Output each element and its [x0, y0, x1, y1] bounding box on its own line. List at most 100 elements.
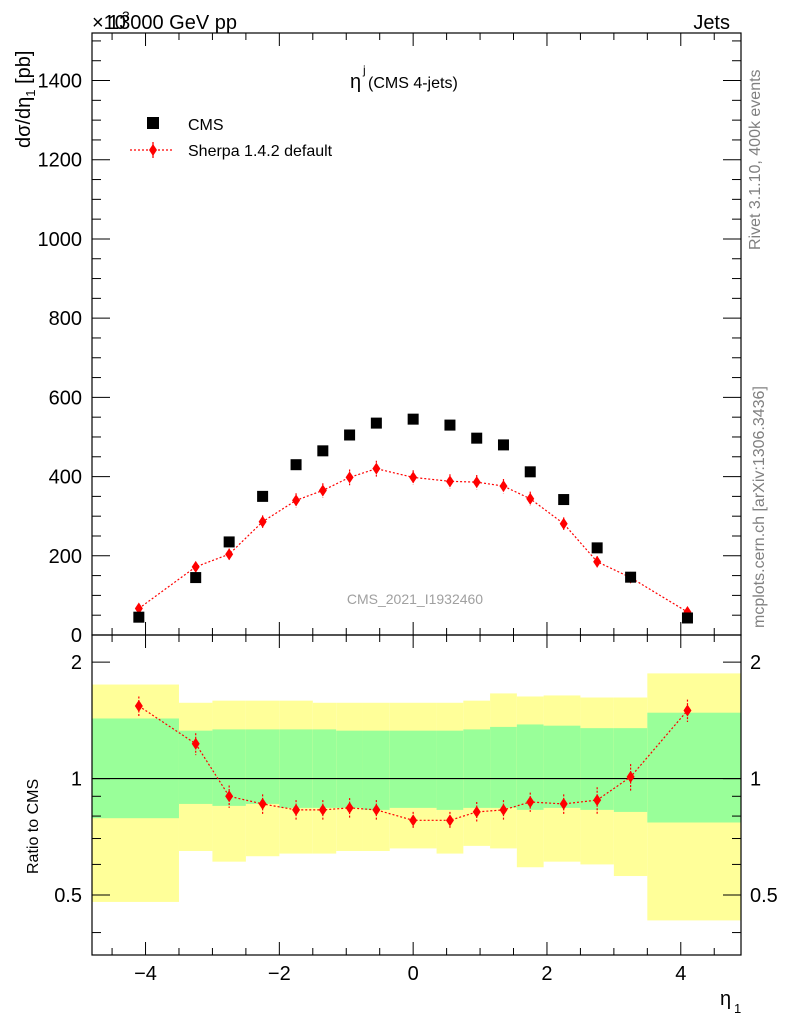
- sherpa-point: [499, 480, 508, 493]
- sherpa-point: [134, 602, 143, 615]
- legend: CMS Sherpa 1.4.2 default: [130, 117, 333, 160]
- ratio-y-tick-label-right: 2: [750, 652, 761, 674]
- ratio-y-tick-label-right: 0.5: [750, 885, 778, 907]
- x-axis-label: η: [720, 988, 731, 1010]
- sherpa-point: [409, 471, 418, 484]
- legend-cms-label: CMS: [188, 117, 224, 134]
- sherpa-point: [445, 475, 454, 488]
- sherpa-point: [372, 462, 381, 475]
- ratio-sherpa-point: [593, 794, 602, 807]
- main-data-layer: [133, 413, 693, 624]
- cms-point: [407, 413, 419, 425]
- ratio-sherpa-point: [445, 814, 454, 827]
- axes-layer: −4 −2 0 2 4 0 200 400 600 800 1000 1200 1400 0.5 0.5 1 1…: [38, 32, 778, 985]
- ratio-y-tick-label-right: 1: [750, 769, 761, 791]
- ratio-sherpa-point: [318, 803, 327, 816]
- ratio-sherpa-point: [134, 700, 143, 713]
- green-band-bin: [312, 729, 337, 808]
- rivet-label: Rivet 3.1.10, 400k events: [747, 69, 764, 250]
- x-tick-label: 2: [541, 963, 552, 985]
- cms-point: [444, 419, 456, 431]
- main-y-tick-label: 400: [49, 467, 82, 489]
- main-y-tick-label: 1400: [38, 71, 83, 93]
- ratio-sherpa-point: [499, 803, 508, 816]
- main-title-rest: (CMS 4-jets): [368, 75, 458, 92]
- main-y-tick-label: 800: [49, 308, 82, 330]
- uncertainty-bands: [92, 673, 741, 921]
- green-band-bin: [362, 730, 390, 810]
- green-band-bin: [336, 730, 363, 808]
- sherpa-point: [559, 517, 568, 530]
- cms-point: [317, 445, 329, 457]
- ratio-sherpa-point: [372, 803, 381, 816]
- analysis-watermark: CMS_2021_I1932460: [347, 591, 483, 607]
- legend-cms-marker: [147, 117, 159, 129]
- green-band-bin: [463, 729, 491, 808]
- ratio-y-tick-label: 1: [71, 769, 82, 791]
- cms-point: [257, 490, 269, 502]
- cms-point: [497, 439, 509, 451]
- cms-point: [223, 536, 235, 548]
- ratio-data-layer: [134, 696, 692, 830]
- ratio-sherpa-point: [409, 814, 418, 827]
- cms-point: [625, 571, 637, 583]
- sherpa-point: [191, 560, 200, 573]
- main-y-tick-label: 600: [49, 387, 82, 409]
- sherpa-point: [472, 476, 481, 489]
- main-y-tick-label: 1200: [38, 150, 83, 172]
- legend-sherpa-marker: [149, 144, 157, 156]
- green-band-bin: [389, 730, 437, 808]
- cms-point: [524, 466, 536, 478]
- ratio-sherpa-point: [258, 797, 267, 810]
- mcplots-label: mcplots.cern.ch [arXiv:1306.3436]: [751, 386, 768, 628]
- main-ylabel: dσ/dη1 [pb]: [13, 51, 38, 148]
- cms-point: [681, 612, 693, 624]
- process-label: 13000 GeV pp: [108, 12, 237, 34]
- sherpa-point: [345, 471, 354, 484]
- x-tick-label: −4: [134, 963, 157, 985]
- ratio-sherpa-point: [559, 797, 568, 810]
- category-label: Jets: [693, 12, 730, 34]
- ratio-y-tick-label: 2: [71, 652, 82, 674]
- green-band-bin: [436, 730, 464, 810]
- main-title: η: [350, 71, 361, 93]
- ratio-sherpa-point: [345, 801, 354, 814]
- x-tick-label: 0: [408, 963, 419, 985]
- cms-point: [344, 429, 356, 441]
- green-band-bin: [245, 729, 280, 804]
- ratio-ylabel: Ratio to CMS: [25, 779, 42, 874]
- cms-point: [558, 494, 570, 506]
- main-y-tick-label: 200: [49, 546, 82, 568]
- x-tick-label: −2: [268, 963, 291, 985]
- ratio-sherpa-point: [225, 790, 234, 803]
- green-band-bin: [490, 726, 517, 808]
- exponent-prefix: ×10: [92, 12, 126, 34]
- sherpa-point: [526, 492, 535, 505]
- ratio-sherpa-point: [683, 704, 692, 717]
- cms-point: [190, 572, 202, 584]
- main-y-tick-label: 0: [71, 625, 82, 647]
- cms-point: [591, 542, 603, 554]
- cms-point: [370, 417, 382, 429]
- main-title-sup: j: [362, 63, 366, 77]
- sherpa-point: [258, 515, 267, 528]
- main-y-tick-label: 1000: [38, 229, 83, 251]
- sherpa-point: [292, 494, 301, 507]
- cms-point: [290, 459, 302, 471]
- green-band-bin: [92, 718, 179, 819]
- ratio-y-tick-label: 0.5: [54, 885, 82, 907]
- exponent-power: 3: [122, 8, 130, 24]
- ratio-sherpa-point: [526, 795, 535, 808]
- ratio-sherpa-point: [472, 805, 481, 818]
- x-tick-label: 4: [675, 963, 686, 985]
- cms-point: [133, 611, 145, 623]
- cms-point: [471, 432, 483, 444]
- green-band-bin: [516, 724, 544, 810]
- ratio-panel-frame: [91, 634, 742, 956]
- main-ylabel-text: dσ/dη1 [pb]: [13, 51, 38, 148]
- ratio-sherpa-point: [191, 737, 200, 750]
- sherpa-point: [225, 548, 234, 561]
- ratio-sherpa-point: [292, 803, 301, 816]
